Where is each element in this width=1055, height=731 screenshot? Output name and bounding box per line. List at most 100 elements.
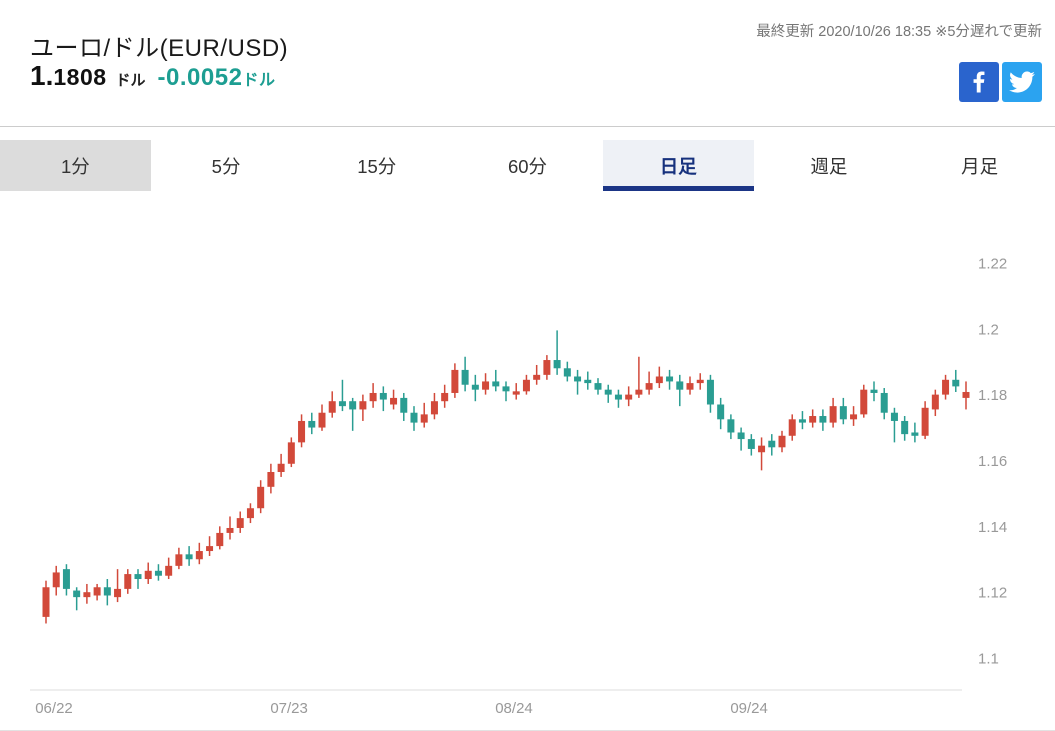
candle-body <box>696 379 704 384</box>
tab-label: 60分 <box>507 155 548 177</box>
candle-wick <box>893 407 896 443</box>
candle-body <box>676 381 684 390</box>
candle-wick <box>740 427 742 451</box>
candle-body <box>543 360 551 375</box>
candle-body <box>890 412 898 421</box>
candle-body <box>369 392 377 402</box>
tab-monthly[interactable]: 月足 <box>904 140 1055 191</box>
candle-body <box>206 546 214 552</box>
candle-body <box>706 379 714 405</box>
x-tick-label: 07/23 <box>270 700 308 717</box>
candle-body <box>819 416 827 423</box>
candle-body <box>144 570 152 580</box>
candle-body <box>165 565 173 576</box>
y-tick-label: 1.1 <box>978 651 999 668</box>
candle-wick <box>556 330 558 375</box>
candle-body <box>461 369 469 385</box>
candle-wick <box>116 569 119 603</box>
interval-tab-bar: 1分 5分 15分 60分 日足 週足 月足 <box>0 140 1055 191</box>
y-tick-label: 1.14 <box>978 519 1007 536</box>
candle-body <box>860 389 868 415</box>
candle-body <box>359 401 367 410</box>
tab-label: 15分 <box>357 155 397 177</box>
tab-1min[interactable]: 1分 <box>0 140 151 191</box>
candle-body <box>257 486 265 509</box>
tab-5min[interactable]: 5分 <box>151 140 302 191</box>
candle-body <box>430 401 438 415</box>
tab-daily[interactable]: 日足 <box>602 140 754 191</box>
candle-body <box>124 574 132 589</box>
candle-wick <box>75 587 78 611</box>
candle-body <box>216 532 224 547</box>
current-price-row: 1. 1808 ドル -0.0052ドル <box>30 60 275 92</box>
candle-body <box>962 391 970 398</box>
candle-body <box>522 379 530 392</box>
twitter-share-button[interactable] <box>1002 62 1042 102</box>
candle-body <box>768 440 776 448</box>
facebook-share-button[interactable] <box>959 62 999 102</box>
candle-body <box>788 419 796 436</box>
candle-body <box>512 391 520 395</box>
candle-body <box>103 587 111 596</box>
candle-body <box>420 414 428 423</box>
candle-body <box>298 420 306 443</box>
candle-body <box>809 416 817 423</box>
candle-body <box>93 587 101 596</box>
facebook-icon <box>965 68 993 96</box>
candle-body <box>727 419 735 433</box>
candle-body <box>328 401 336 413</box>
current-price-integer: 1. <box>30 60 54 91</box>
price-change-unit: ドル <box>242 72 276 89</box>
y-axis-labels: 1.22 1.2 1.18 1.16 1.14 1.12 1.1 <box>978 255 1007 667</box>
candle-body <box>154 570 162 576</box>
tab-label: 週足 <box>810 155 848 177</box>
candle-body <box>195 551 203 560</box>
candle-body <box>42 587 50 617</box>
chart-area: 1.22 1.2 1.18 1.16 1.14 1.12 1.1 06/22 07/23 08/2… <box>0 200 1055 730</box>
candle-body <box>921 407 929 436</box>
candle-body <box>850 414 858 420</box>
tab-weekly[interactable]: 週足 <box>754 140 905 191</box>
x-axis-labels: 06/22 07/23 08/24 09/24 <box>35 700 768 717</box>
candle-body <box>308 420 316 428</box>
candle-body <box>625 394 633 400</box>
candle-body <box>390 397 398 405</box>
candle-body <box>441 392 449 402</box>
candle-body <box>880 392 888 413</box>
candle-body <box>62 569 70 589</box>
candle-body <box>901 420 909 435</box>
candle-body <box>737 432 745 440</box>
tab-15min[interactable]: 15分 <box>301 140 452 191</box>
candle-body <box>533 374 541 380</box>
candle-body <box>553 360 561 369</box>
y-tick-label: 1.12 <box>978 585 1007 602</box>
candle-body <box>175 554 183 566</box>
price-change-value: -0.0052 <box>157 64 243 91</box>
candle-body <box>502 386 510 392</box>
candle-body <box>451 369 459 393</box>
header-divider <box>0 126 1055 127</box>
candle-body <box>584 379 592 384</box>
tab-60min[interactable]: 60分 <box>452 140 603 191</box>
candle-body <box>594 383 602 390</box>
candle-body <box>400 397 408 413</box>
x-tick-label: 06/22 <box>35 700 73 717</box>
last-updated-timestamp: 最終更新 2020/10/26 18:35 ※5分遅れで更新 <box>756 24 1042 40</box>
candle-body <box>931 394 939 410</box>
candle-body <box>482 381 490 390</box>
candle-body <box>839 406 847 420</box>
candle-body <box>471 384 479 390</box>
candle-body <box>666 376 674 382</box>
candle-wick <box>576 369 579 395</box>
candle-wick <box>760 437 763 471</box>
candle-body <box>410 412 418 423</box>
candlestick-chart: 1.22 1.2 1.18 1.16 1.14 1.12 1.1 06/22 07/23 08/2… <box>30 255 1007 717</box>
candles <box>42 330 970 624</box>
tab-label: 日足 <box>659 155 697 177</box>
candle-body <box>747 439 755 449</box>
candle-body <box>492 381 500 387</box>
price-unit-label: ドル <box>115 72 146 89</box>
candle-body <box>604 389 612 395</box>
x-tick-label: 08/24 <box>495 700 533 717</box>
twitter-icon <box>1009 69 1035 95</box>
